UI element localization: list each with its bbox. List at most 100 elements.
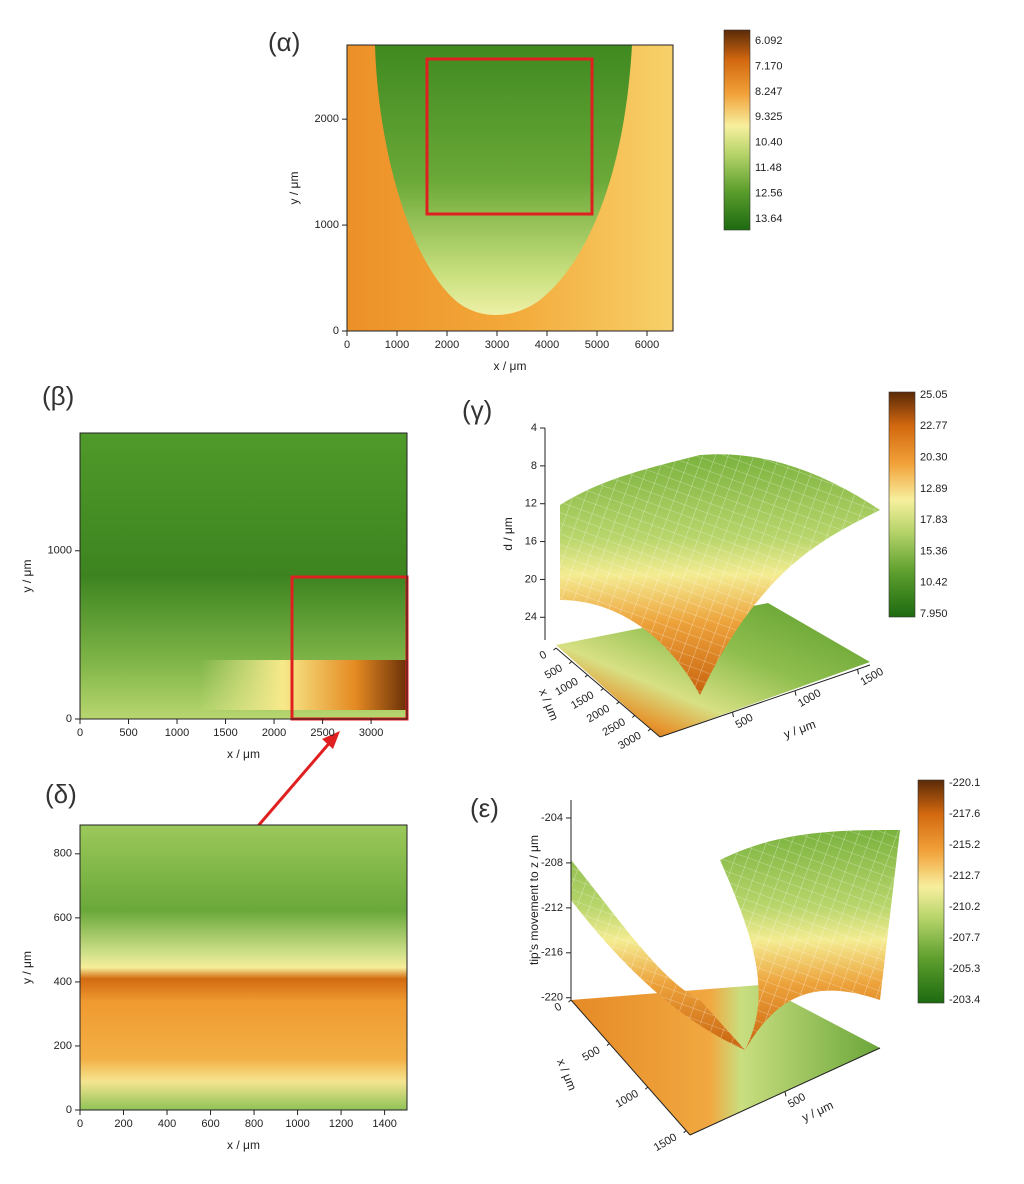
y-axis-label: y / μm [287,172,301,205]
z-axis-label: tip's movement to z / μm [527,835,541,965]
x-tick [606,1043,610,1047]
x-tick-label: 1200 [329,1118,353,1130]
y-tick-label: 400 [54,976,72,988]
x-tick-label: 0 [538,649,549,662]
x-tick [568,999,572,1003]
z-tick-label: -208 [541,857,563,869]
x-axis-label: x / μm [494,359,527,373]
colorbar-label: -207.7 [949,932,980,944]
colorbar-label: 6.092 [755,35,783,47]
y-tick-label: 1000 [315,219,339,231]
y-tick-label: 500 [733,712,755,732]
colorbar-label: -205.3 [949,963,980,975]
z-tick-label: 20 [525,573,537,585]
x-tick-label: 4000 [535,339,559,351]
y-axis-label: y / μm [20,951,34,984]
colorbar-label: 20.30 [920,451,948,463]
colorbar-label: 11.48 [755,162,782,174]
z-tick-label: 4 [531,422,537,434]
colorbar [917,779,945,1004]
y-axis-label: y / μm [20,560,34,593]
colorbar-label: 25.05 [920,389,948,401]
panel-label: (γ) [462,395,492,425]
x-tick-label: 3000 [359,727,383,739]
colorbar-label: 12.89 [920,483,948,495]
x-tick [644,1086,649,1090]
x-tick-label: 500 [580,1044,602,1064]
x-tick-label: 0 [77,727,83,739]
colorbar-label: 7.950 [920,608,948,620]
heatmap-region [375,45,632,316]
x-tick-label: 2500 [601,716,628,739]
plot-frame [79,824,408,1111]
y-tick-label: 0 [333,325,339,337]
x-tick-label: 0 [344,339,350,351]
x-tick [616,701,620,705]
colorbar-label: 8.247 [755,86,783,98]
z-tick-label: -216 [541,947,563,959]
surface-floor [556,603,870,737]
x-tick-label: 1500 [652,1131,679,1154]
x-tick [568,661,573,664]
x-tick [553,647,557,651]
y-tick-label: 0 [66,713,72,725]
heatmap-field [80,825,407,1110]
surface-floor [571,985,880,1135]
x-tick-label: 600 [201,1118,219,1130]
x-tick-label: 500 [119,727,137,739]
colorbar-label: 10.42 [920,577,948,589]
panel-label: (δ) [45,779,77,809]
x-tick-label: 1000 [553,676,580,699]
x-tick-label: 800 [245,1118,263,1130]
x-axis [570,999,691,1136]
x-tick-label: 6000 [635,339,659,351]
x-tick-label: 2000 [262,727,286,739]
z-tick-label: 12 [525,498,537,510]
colorbar-label: 15.36 [920,545,948,557]
z-tick-label: 24 [525,611,537,623]
z-axis-label: d / μm [501,517,515,551]
x-tick-label: 200 [114,1118,132,1130]
surface-mesh [571,830,900,1050]
surface-mesh [560,454,880,695]
y-tick [784,1091,787,1097]
y-tick [857,669,859,675]
y-tick-label: 800 [54,848,72,860]
colorbar [723,29,751,231]
panel-label: (α) [268,27,300,57]
x-tick-label: 3000 [616,730,643,753]
heatmap-region [200,660,407,710]
colorbar-label: -215.2 [949,839,980,851]
colorbar-label: -203.4 [949,994,980,1006]
y-tick-label: 1500 [858,666,885,689]
z-tick-label: -204 [541,812,563,824]
x-tick-label: 500 [543,662,565,682]
colorbar-label: 13.64 [755,213,783,225]
x-tick-label: 1000 [285,1118,309,1130]
x-tick-label: 2500 [310,727,334,739]
y-axis [659,664,871,738]
colorbar-label: 12.56 [755,187,783,199]
x-tick-label: 400 [158,1118,176,1130]
x-tick-label: 2000 [435,339,459,351]
zoom-arrow [256,739,334,827]
x-tick-label: 3000 [485,339,509,351]
y-tick-label: 1000 [796,687,823,710]
x-axis-label: x / μm [227,1138,260,1152]
x-axis-label: x / μm [554,1057,579,1093]
x-tick-label: 2000 [585,703,612,726]
colorbar-label: 10.40 [755,137,783,149]
x-tick-label: 0 [553,1001,564,1014]
x-axis [555,647,661,738]
colorbar-label: -220.1 [949,777,980,789]
colorbar-label: 7.170 [755,60,783,72]
y-tick-label: 1000 [48,545,72,557]
y-tick-label: 200 [54,1040,72,1052]
x-tick-label: 5000 [585,339,609,351]
colorbar-label: 22.77 [920,420,948,432]
y-tick-label: 0 [66,1104,72,1116]
y-tick-label: 600 [54,912,72,924]
x-tick [683,1130,687,1134]
x-tick-label: 0 [77,1118,83,1130]
